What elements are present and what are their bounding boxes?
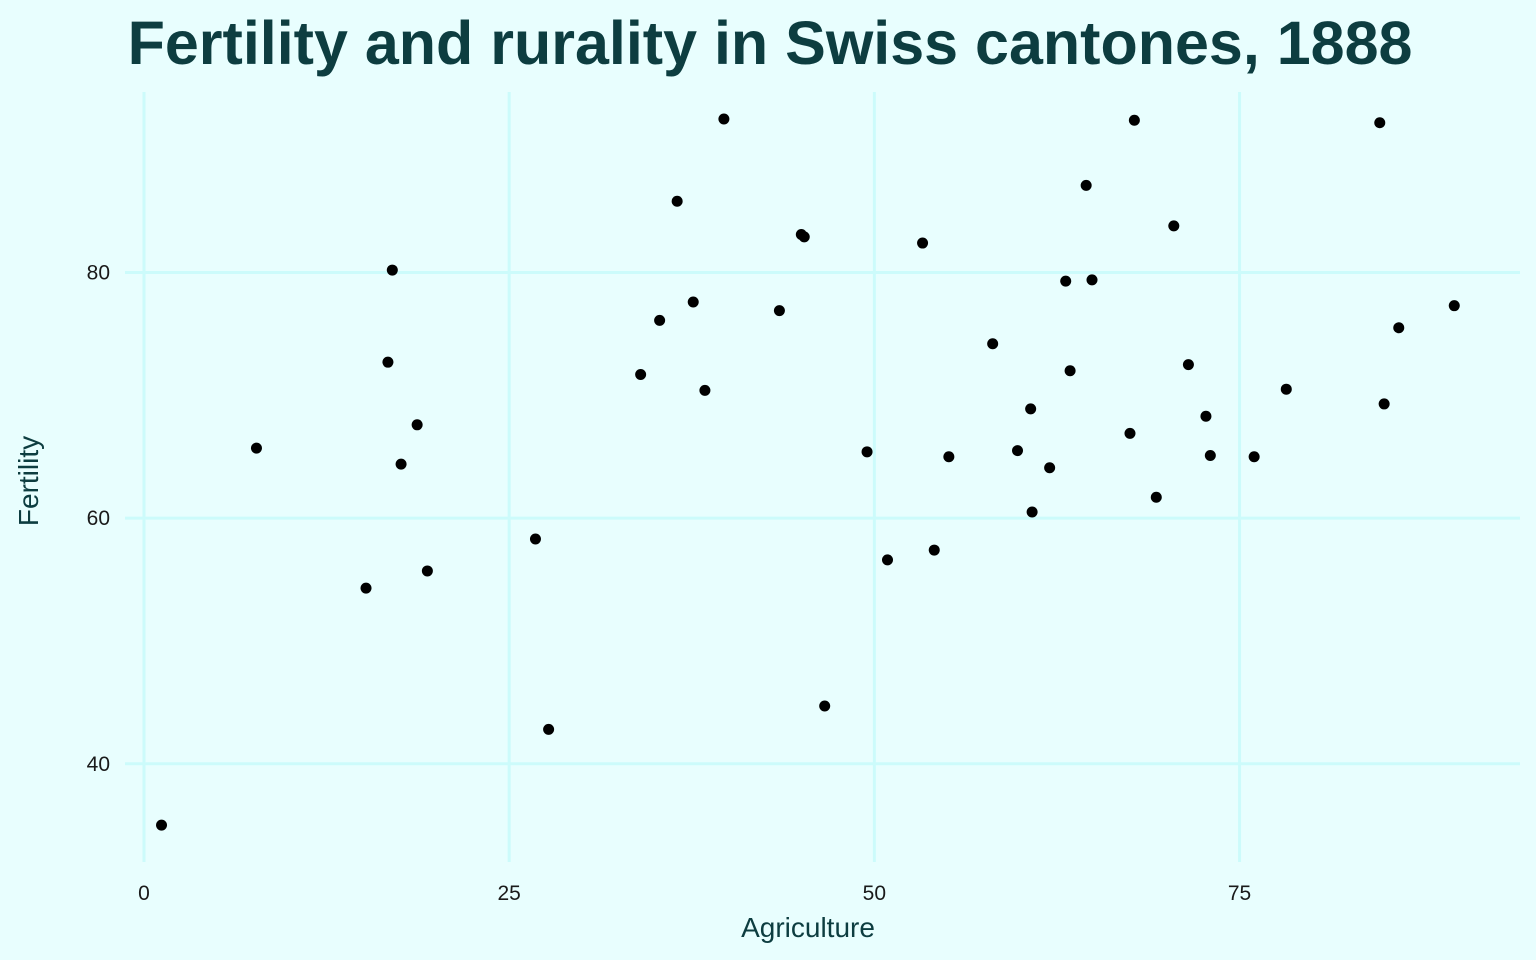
data-point-11 [654, 314, 666, 326]
data-point-27 [1025, 403, 1037, 415]
data-point-29 [1044, 462, 1056, 474]
data-point-41 [1248, 451, 1260, 463]
data-point-1 [250, 442, 262, 454]
data-point-33 [1086, 274, 1098, 286]
data-point-24 [943, 451, 955, 463]
data-point-22 [917, 237, 929, 249]
data-point-28 [1026, 506, 1038, 518]
data-point-34 [1124, 427, 1136, 439]
x-tick-label-75: 75 [1228, 882, 1251, 905]
y-tick-label-80: 80 [87, 262, 110, 285]
data-point-10 [635, 368, 647, 380]
data-point-26 [1012, 445, 1024, 457]
data-point-35 [1128, 114, 1140, 126]
data-point-3 [382, 356, 394, 368]
x-tick-label-0: 0 [138, 882, 150, 905]
data-point-23 [928, 544, 940, 556]
data-point-5 [395, 458, 407, 470]
data-point-12 [671, 195, 683, 207]
data-point-46 [1448, 300, 1460, 312]
data-point-14 [699, 384, 711, 396]
x-axis-title: Agriculture [741, 912, 875, 943]
grid-lines [125, 92, 1520, 862]
data-point-42 [1280, 383, 1292, 395]
data-point-21 [882, 554, 894, 566]
data-point-32 [1080, 179, 1092, 191]
data-points [156, 113, 1460, 831]
x-tick-label-25: 25 [497, 882, 520, 905]
data-point-45 [1393, 322, 1405, 334]
data-point-2 [360, 582, 372, 594]
data-point-0 [156, 819, 168, 831]
data-point-16 [773, 305, 785, 317]
data-point-37 [1168, 220, 1180, 232]
data-point-43 [1374, 117, 1386, 129]
data-point-44 [1378, 398, 1390, 410]
data-point-4 [386, 264, 398, 276]
data-point-31 [1064, 365, 1076, 377]
data-point-25 [987, 338, 999, 350]
data-point-18 [798, 231, 810, 243]
data-point-9 [543, 723, 555, 735]
x-tick-label-50: 50 [863, 882, 886, 905]
data-point-8 [529, 533, 541, 545]
chart-title: Fertility and rurality in Swiss cantones… [128, 9, 1413, 77]
data-point-40 [1204, 450, 1216, 462]
y-axis-title: Fertility [13, 436, 44, 526]
data-point-7 [421, 565, 433, 577]
data-point-13 [687, 296, 699, 308]
data-point-15 [718, 113, 730, 125]
y-tick-label-40: 40 [87, 753, 110, 776]
tick-labels: 0 25 50 75 40 60 80 [87, 262, 1252, 905]
data-point-38 [1182, 359, 1194, 371]
data-point-20 [861, 446, 873, 458]
y-tick-label-60: 60 [87, 507, 110, 530]
data-point-19 [819, 700, 831, 712]
data-point-30 [1060, 275, 1072, 287]
data-point-6 [411, 419, 423, 431]
data-point-39 [1200, 410, 1212, 422]
data-point-36 [1150, 491, 1162, 503]
